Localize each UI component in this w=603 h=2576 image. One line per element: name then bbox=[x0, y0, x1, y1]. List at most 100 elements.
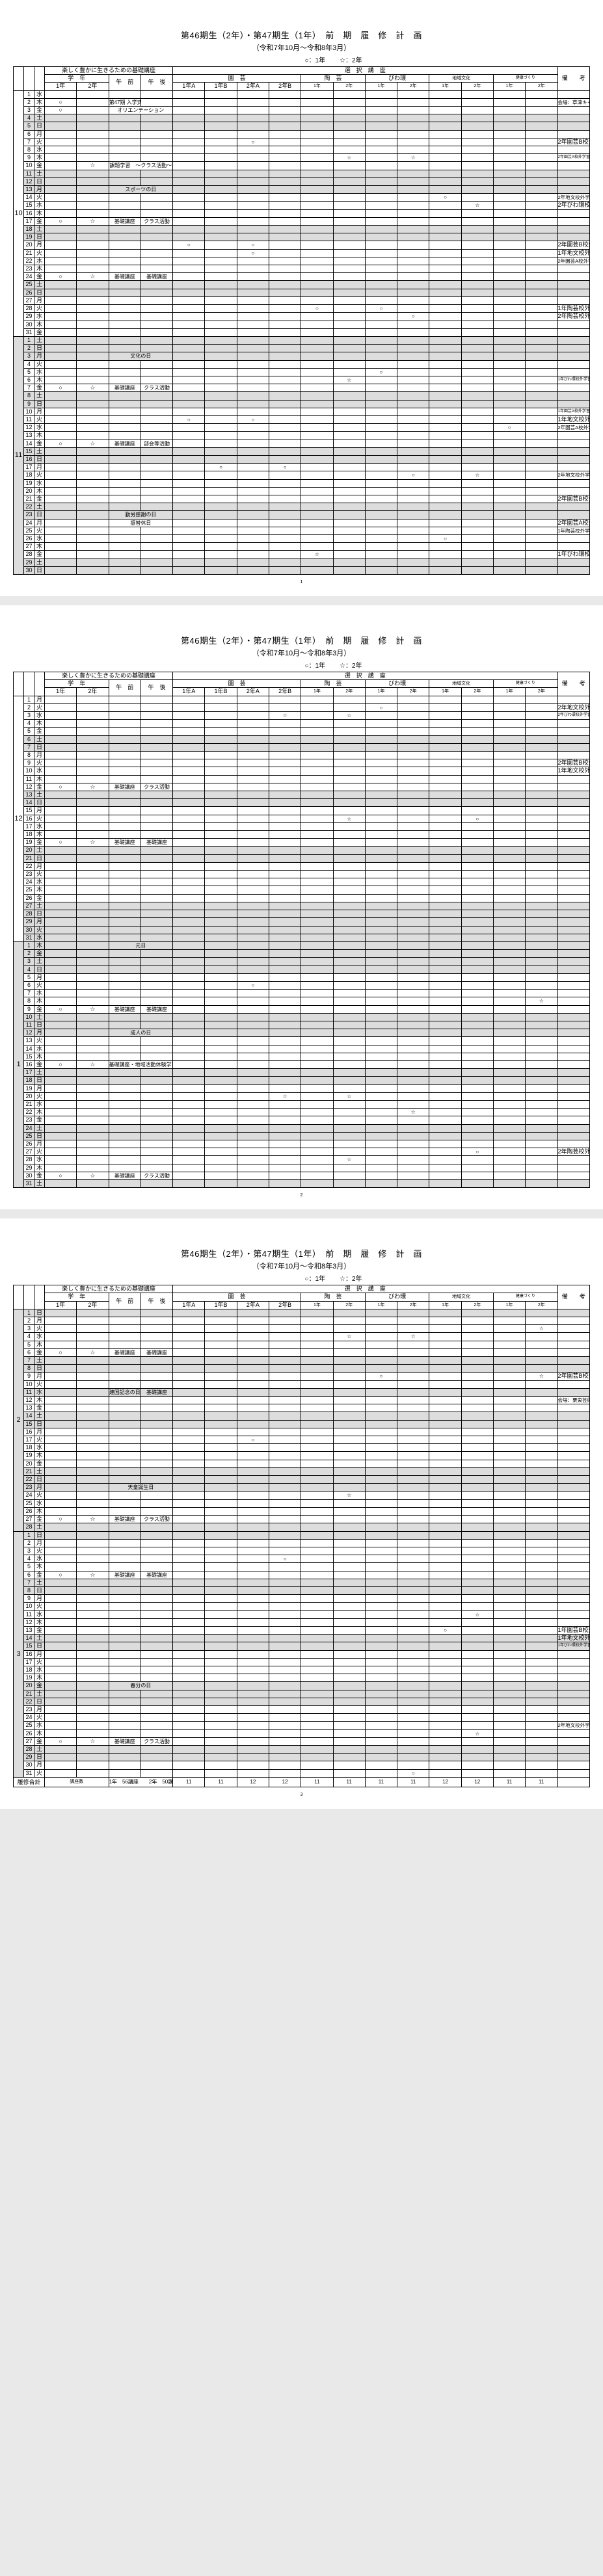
header-weekday bbox=[34, 66, 45, 91]
elective-engei-1b bbox=[204, 479, 237, 488]
day-cell: 31 bbox=[23, 1179, 34, 1189]
elective-kenko-1 bbox=[492, 1052, 526, 1061]
weekday-cell: 木 bbox=[34, 486, 45, 495]
elective-chiiki-2 bbox=[461, 997, 494, 1006]
elective-chiiki-1 bbox=[429, 1044, 462, 1053]
remark-cell bbox=[557, 344, 590, 353]
elective-kenko-1 bbox=[492, 830, 526, 839]
header-chiiki-sub-1: 1年 bbox=[429, 82, 462, 91]
elective-engei-1b bbox=[204, 233, 237, 242]
header-grade: 学 年 bbox=[44, 1293, 109, 1302]
elective-biwa-1 bbox=[364, 161, 398, 170]
elective-engei-2a bbox=[236, 1396, 269, 1405]
remark-cell: 2年園芸B校外学習 bbox=[557, 494, 590, 504]
header-chiiki-sub-2: 2年 bbox=[461, 687, 494, 696]
weekday-cell: 金 bbox=[34, 1404, 45, 1413]
elective-kenko-2 bbox=[525, 391, 558, 401]
elective-tougei-2 bbox=[332, 1356, 366, 1365]
pm-activity bbox=[140, 957, 174, 966]
weekday-cell: 月 bbox=[34, 751, 45, 760]
elective-biwa-1 bbox=[364, 423, 398, 432]
remark-cell bbox=[557, 233, 590, 242]
elective-chiiki-1 bbox=[429, 248, 462, 257]
am-activity: 課題学習 ～クラス活動～ bbox=[108, 161, 174, 170]
elective-chiiki-2 bbox=[461, 1116, 494, 1125]
elective-engei-2b bbox=[268, 1634, 302, 1643]
elective-chiiki-2 bbox=[461, 941, 494, 951]
elective-tougei-2 bbox=[332, 1689, 366, 1698]
elective-chiiki-2 bbox=[461, 1404, 494, 1413]
elective-engei-2b bbox=[268, 1179, 302, 1189]
day-cell: 28 bbox=[23, 550, 34, 559]
grade2-marker bbox=[76, 727, 109, 736]
elective-engei-1b bbox=[204, 1729, 237, 1738]
elective-biwa-1 bbox=[364, 1332, 398, 1341]
grade1-marker bbox=[44, 774, 77, 783]
header-weekday bbox=[34, 1285, 45, 1309]
elective-chiiki-2 bbox=[461, 767, 494, 776]
grade1-marker bbox=[44, 1499, 77, 1508]
elective-chiiki-2 bbox=[461, 1348, 494, 1358]
weekday-cell: 金 bbox=[34, 1459, 45, 1468]
elective-chiiki-1 bbox=[429, 1523, 462, 1532]
grade2-marker bbox=[76, 558, 109, 567]
elective-biwa-1 bbox=[364, 280, 398, 289]
elective-chiiki-1 bbox=[429, 328, 462, 337]
elective-engei-2b bbox=[268, 1649, 302, 1659]
elective-kenko-2 bbox=[525, 566, 558, 575]
elective-engei-2b bbox=[268, 367, 302, 376]
elective-kenko-2 bbox=[525, 941, 558, 951]
weekday-cell: 日 bbox=[34, 1364, 45, 1373]
elective-engei-1b bbox=[204, 917, 237, 927]
elective-engei-1a bbox=[172, 1036, 206, 1045]
elective-chiiki-2 bbox=[461, 1036, 494, 1045]
grade2-marker bbox=[76, 1594, 109, 1603]
elective-biwa-1 bbox=[364, 439, 398, 448]
elective-tougei-1 bbox=[301, 1052, 334, 1061]
day-cell: 17 bbox=[23, 1436, 34, 1445]
elective-chiiki-1 bbox=[429, 415, 462, 425]
elective-engei-1a bbox=[172, 1155, 206, 1164]
elective-engei-1b bbox=[204, 1538, 237, 1547]
am-activity bbox=[108, 910, 141, 919]
remark-cell: 2年園芸B校外学習 bbox=[557, 137, 590, 147]
elective-tougei-2 bbox=[332, 1317, 366, 1326]
elective-chiiki-1 bbox=[429, 550, 462, 559]
elective-engei-2a bbox=[236, 1084, 269, 1093]
remark-cell bbox=[557, 798, 590, 808]
elective-kenko-2 bbox=[525, 1116, 558, 1125]
elective-engei-1b bbox=[204, 751, 237, 760]
elective-engei-1a bbox=[172, 1052, 206, 1061]
elective-kenko-2 bbox=[525, 1761, 558, 1770]
elective-engei-1a bbox=[172, 367, 206, 376]
elective-engei-2a bbox=[236, 1586, 269, 1596]
elective-biwa-2 bbox=[397, 1555, 430, 1564]
weekday-cell: 金 bbox=[34, 1060, 45, 1070]
elective-engei-2b bbox=[268, 1705, 302, 1715]
elective-kenko-1 bbox=[492, 727, 526, 736]
grade1-marker bbox=[44, 391, 77, 401]
pm-activity bbox=[140, 1396, 174, 1405]
elective-engei-2b bbox=[268, 1459, 302, 1468]
elective-engei-1a bbox=[172, 735, 206, 744]
elective-kenko-1 bbox=[492, 1364, 526, 1373]
elective-biwa-1 bbox=[364, 917, 398, 927]
pm-activity bbox=[140, 296, 174, 306]
day-cell: 12 bbox=[23, 423, 34, 432]
elective-engei-1a bbox=[172, 328, 206, 337]
elective-engei-2a bbox=[236, 791, 269, 800]
elective-chiiki-2 bbox=[461, 328, 494, 337]
elective-tougei-1 bbox=[301, 711, 334, 720]
elective-biwa-1 bbox=[364, 1340, 398, 1349]
remark-cell bbox=[557, 1099, 590, 1109]
remark-cell bbox=[557, 1602, 590, 1611]
elective-engei-2a bbox=[236, 1029, 269, 1038]
remark-cell: 1年びわ環校外学習･1年健康づくり校外学習 bbox=[557, 375, 590, 385]
elective-engei-2a bbox=[236, 1602, 269, 1611]
total-count-9: 12 bbox=[429, 1776, 462, 1787]
pm-activity bbox=[140, 1340, 174, 1349]
weekday-cell: 月 bbox=[34, 1317, 45, 1326]
am-activity bbox=[108, 90, 141, 99]
